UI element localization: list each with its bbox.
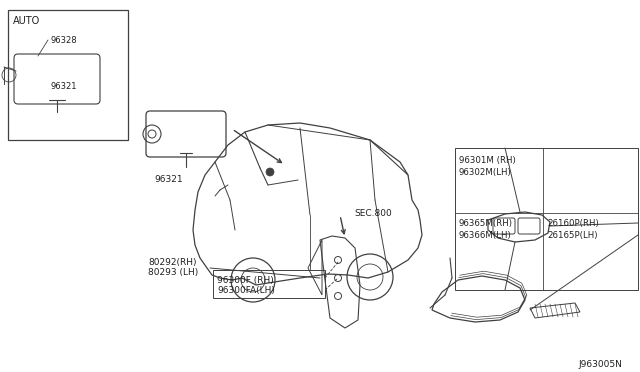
Text: 96328: 96328 [50,35,77,45]
Text: AUTO: AUTO [13,16,40,26]
Bar [8,10,128,140]
Text: 96300FA(LH): 96300FA(LH) [217,286,275,295]
Bar [213,270,325,298]
Circle shape [266,168,274,176]
Text: 96366M(LH): 96366M(LH) [459,231,512,240]
Text: 96365M(RH): 96365M(RH) [459,219,513,228]
Text: J963005N: J963005N [578,360,622,369]
Bar [455,148,638,290]
Text: 96300F (RH): 96300F (RH) [217,276,274,285]
Text: 80292(RH): 80292(RH) [148,258,196,267]
Text: SEC.800: SEC.800 [354,209,392,218]
Text: 96302M(LH): 96302M(LH) [459,168,512,177]
Text: 96301M (RH): 96301M (RH) [459,156,516,165]
Text: 26165P(LH): 26165P(LH) [547,231,598,240]
Text: 80293 (LH): 80293 (LH) [148,268,198,277]
Text: 26160P(RH): 26160P(RH) [547,219,599,228]
Text: 96321: 96321 [154,175,182,184]
Text: 96321: 96321 [50,81,77,90]
